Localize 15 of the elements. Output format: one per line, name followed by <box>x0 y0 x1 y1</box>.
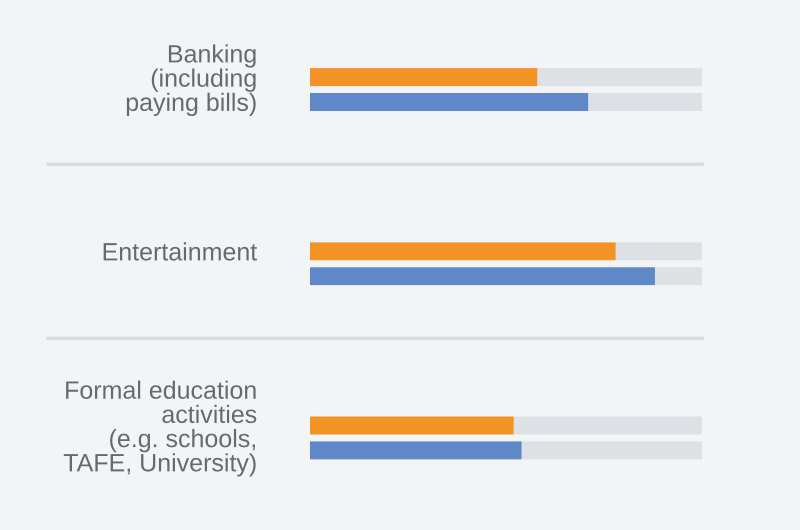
bar <box>537 68 702 86</box>
bar <box>654 267 702 286</box>
y-tick-label: Banking (including paying bills) <box>126 44 256 116</box>
y-tick-label: Entertainment <box>104 242 258 261</box>
y-tick-label: Formal education activities (e.g. schools, TAFE, University) <box>64 380 256 477</box>
bar <box>588 93 702 111</box>
bar <box>310 441 522 460</box>
bar <box>310 242 616 260</box>
bar <box>514 416 702 434</box>
bar <box>310 267 655 286</box>
bar <box>616 242 702 260</box>
bar <box>310 93 588 111</box>
bar <box>310 68 538 86</box>
bar <box>310 416 514 434</box>
bar <box>522 441 702 460</box>
